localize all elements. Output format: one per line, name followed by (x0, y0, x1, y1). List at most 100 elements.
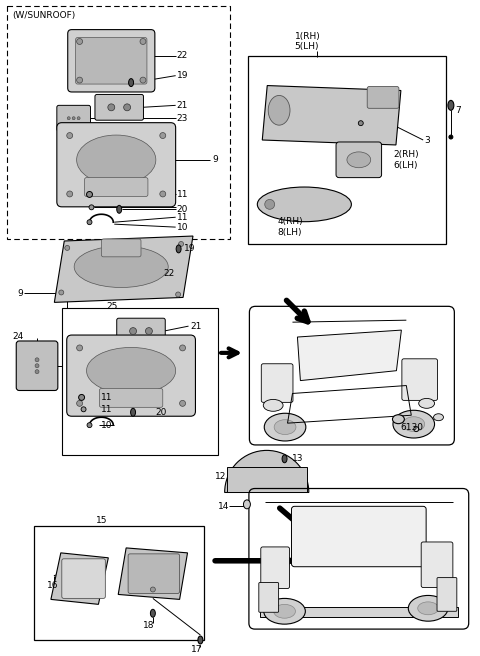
Polygon shape (118, 548, 188, 600)
FancyBboxPatch shape (57, 106, 91, 131)
Ellipse shape (77, 135, 156, 184)
Ellipse shape (433, 414, 444, 420)
FancyBboxPatch shape (99, 388, 163, 407)
Ellipse shape (243, 500, 251, 509)
FancyBboxPatch shape (68, 30, 155, 92)
FancyBboxPatch shape (76, 37, 147, 84)
Text: 6(LH): 6(LH) (394, 161, 418, 171)
Ellipse shape (35, 358, 39, 361)
Text: 20: 20 (156, 408, 167, 417)
FancyBboxPatch shape (402, 359, 438, 400)
Ellipse shape (140, 77, 146, 83)
Ellipse shape (77, 117, 80, 119)
Bar (248, 56, 446, 244)
Polygon shape (262, 85, 401, 145)
Polygon shape (51, 553, 108, 604)
Ellipse shape (67, 191, 72, 197)
Ellipse shape (263, 400, 283, 411)
Ellipse shape (77, 39, 83, 45)
Ellipse shape (124, 104, 131, 111)
Ellipse shape (117, 205, 122, 213)
Ellipse shape (414, 426, 419, 432)
Text: 16: 16 (47, 581, 59, 590)
Ellipse shape (129, 79, 133, 87)
Ellipse shape (131, 408, 135, 417)
Ellipse shape (408, 596, 448, 621)
FancyBboxPatch shape (67, 335, 195, 417)
Ellipse shape (72, 117, 75, 119)
FancyBboxPatch shape (367, 87, 399, 108)
Text: 19: 19 (183, 245, 195, 253)
Bar (260, 607, 458, 617)
Ellipse shape (77, 345, 83, 351)
Text: 13: 13 (291, 455, 303, 463)
Text: 5(LH): 5(LH) (294, 43, 319, 51)
Ellipse shape (77, 77, 83, 83)
Ellipse shape (160, 133, 166, 138)
FancyBboxPatch shape (336, 142, 382, 178)
Ellipse shape (35, 364, 39, 368)
Wedge shape (225, 451, 309, 493)
Ellipse shape (67, 117, 70, 119)
Ellipse shape (198, 636, 203, 644)
Text: 25: 25 (107, 302, 118, 311)
Text: 11: 11 (177, 213, 188, 222)
Ellipse shape (180, 345, 186, 351)
Text: 9: 9 (17, 289, 23, 298)
FancyBboxPatch shape (117, 318, 165, 344)
Ellipse shape (86, 192, 93, 197)
Ellipse shape (87, 422, 92, 428)
FancyBboxPatch shape (101, 239, 141, 257)
Ellipse shape (81, 407, 86, 412)
Bar (227, 466, 307, 493)
Ellipse shape (145, 327, 152, 335)
Ellipse shape (150, 587, 156, 592)
Ellipse shape (264, 413, 306, 441)
Text: 9: 9 (212, 155, 218, 164)
Text: 21: 21 (191, 321, 202, 331)
Text: 17: 17 (191, 646, 202, 655)
Text: 4(RH): 4(RH) (277, 216, 303, 226)
Ellipse shape (393, 410, 434, 438)
Text: 11: 11 (101, 393, 113, 402)
Text: 22: 22 (164, 269, 175, 278)
Ellipse shape (265, 199, 275, 209)
Text: (W/SUNROOF): (W/SUNROOF) (12, 10, 75, 20)
Text: 18: 18 (143, 621, 155, 630)
Ellipse shape (274, 604, 296, 618)
Ellipse shape (403, 417, 425, 432)
Ellipse shape (89, 205, 94, 210)
Ellipse shape (87, 220, 92, 224)
Ellipse shape (77, 400, 83, 406)
Ellipse shape (86, 348, 176, 394)
Text: 1(RH): 1(RH) (294, 31, 320, 41)
Ellipse shape (160, 191, 166, 197)
Ellipse shape (179, 241, 183, 247)
Polygon shape (54, 236, 193, 302)
FancyBboxPatch shape (261, 364, 293, 402)
Ellipse shape (79, 394, 84, 400)
FancyBboxPatch shape (259, 583, 278, 612)
FancyBboxPatch shape (57, 123, 176, 207)
FancyBboxPatch shape (95, 94, 144, 120)
Ellipse shape (257, 187, 351, 222)
Ellipse shape (59, 290, 64, 295)
Ellipse shape (358, 121, 363, 126)
Ellipse shape (449, 135, 453, 139)
Ellipse shape (150, 609, 156, 617)
Ellipse shape (130, 327, 136, 335)
Polygon shape (298, 330, 401, 380)
FancyBboxPatch shape (16, 341, 58, 390)
Text: 3: 3 (424, 136, 430, 144)
Ellipse shape (65, 245, 70, 251)
Bar (7, 7, 230, 239)
Ellipse shape (140, 39, 146, 45)
Text: 24: 24 (12, 331, 24, 340)
Text: 10: 10 (101, 420, 113, 430)
FancyBboxPatch shape (128, 554, 180, 594)
Text: 12: 12 (215, 472, 227, 481)
Text: 20: 20 (177, 205, 188, 214)
FancyBboxPatch shape (291, 506, 426, 567)
Ellipse shape (67, 133, 72, 138)
Ellipse shape (282, 455, 287, 462)
